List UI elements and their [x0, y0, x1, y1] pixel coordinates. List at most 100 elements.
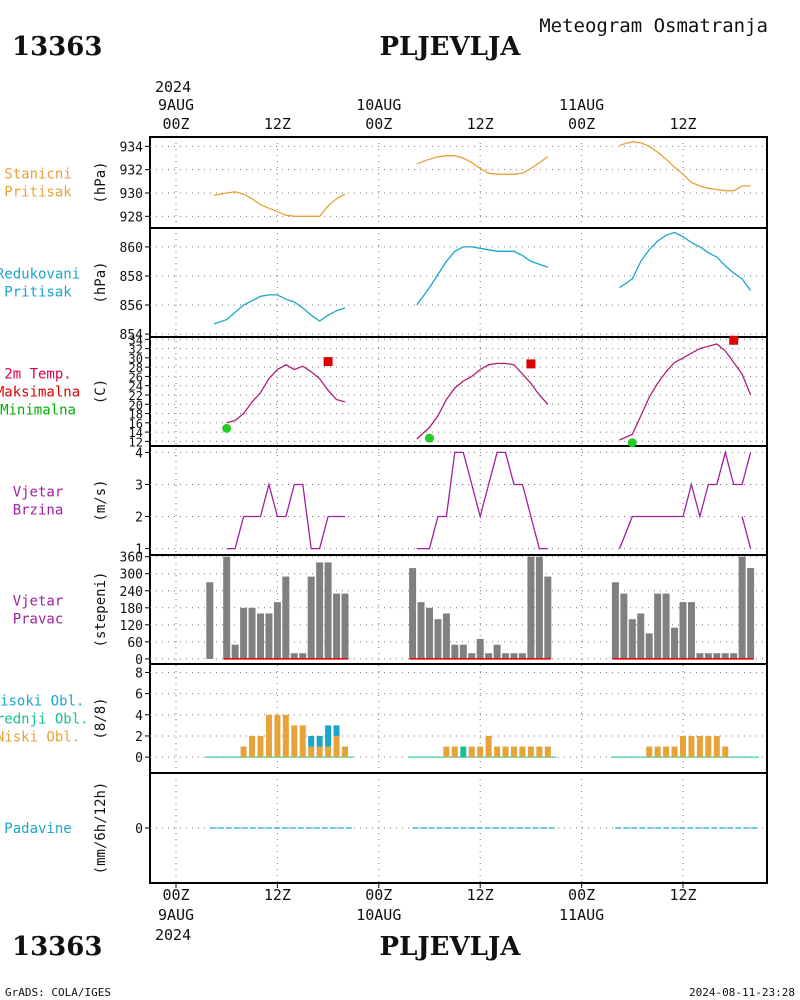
y-tick-label: 860	[120, 241, 143, 256]
y-tick-label: 856	[120, 299, 143, 314]
low-cloud-bar	[646, 746, 653, 758]
wind-direction-bar	[417, 602, 425, 659]
y-tick-label: 14	[129, 426, 143, 440]
wind-direction-bar	[662, 593, 670, 659]
wind-direction-bar	[324, 562, 332, 659]
wind-speed-line	[741, 516, 752, 549]
wind-direction-bar	[485, 653, 493, 659]
min-temp-marker	[627, 438, 637, 448]
y-tick-label: 3	[135, 478, 143, 493]
low-cloud-bar	[291, 725, 298, 758]
wind-direction-bar	[696, 653, 704, 659]
wind-direction-bar	[282, 576, 290, 659]
low-cloud-bar	[316, 746, 323, 758]
y-axis-unit: (hPa)	[93, 261, 109, 303]
time-label-top: 00Z	[568, 115, 595, 133]
y-axis-unit: (hPa)	[93, 161, 109, 203]
station-pressure-line	[416, 155, 549, 175]
date-label-top: 10AUG	[356, 96, 401, 114]
time-label-bottom: 00Z	[365, 886, 392, 904]
y-tick-label: 2	[135, 730, 143, 745]
wind-direction-bar	[645, 633, 653, 659]
low-cloud-bar	[308, 746, 315, 758]
y-tick-label: 18	[129, 408, 143, 422]
grads-credit: GrADS: COLA/IGES	[5, 986, 111, 999]
wind-direction-bar	[704, 653, 712, 659]
wind-direction-bar	[426, 607, 433, 659]
y-tick-label: 22	[129, 389, 143, 403]
max-temp-marker	[323, 357, 333, 367]
min-temp-marker	[425, 433, 434, 443]
time-label-bottom: 12Z	[467, 886, 494, 904]
station-name-bottom: PLJEVLJA	[380, 932, 522, 962]
y-tick-label: 240	[120, 585, 143, 600]
date-label-bottom: 10AUG	[356, 906, 401, 924]
max-temp-marker	[526, 359, 536, 369]
wind-direction-bar	[248, 607, 256, 659]
y-tick-label: 0	[135, 653, 143, 668]
low-cloud-bar	[274, 714, 281, 758]
panel-label: Pritisak	[4, 285, 72, 301]
high-cloud-bar	[325, 725, 332, 747]
date-label-top: 11AUG	[559, 96, 604, 114]
low-cloud-bar	[257, 735, 264, 758]
panel-label: Brzina	[13, 503, 64, 519]
y-tick-label: 932	[120, 164, 143, 179]
time-label-top: 12Z	[264, 115, 291, 133]
wind-direction-bar	[721, 653, 729, 659]
y-tick-label: 858	[120, 270, 143, 285]
high-cloud-bar	[316, 735, 323, 747]
panel-label: Maksimalna	[0, 385, 80, 401]
wind-direction-bar	[544, 576, 552, 659]
wind-direction-bar	[687, 602, 695, 659]
wind-direction-bar	[434, 619, 442, 659]
low-cloud-bar	[299, 725, 306, 758]
low-cloud-bar	[688, 735, 695, 758]
wind-direction-bar	[265, 613, 273, 659]
low-cloud-bar	[443, 746, 450, 758]
wind-direction-bar	[307, 576, 315, 659]
panel-label: Pravac	[13, 612, 64, 628]
wind-direction-bar	[747, 568, 755, 659]
wind-direction-bar	[290, 653, 298, 659]
station-id-top: 13363	[12, 32, 102, 62]
y-tick-label: 6	[135, 688, 143, 703]
y-tick-label: 120	[120, 619, 143, 634]
wind-direction-bar	[502, 653, 510, 659]
panel-label: Stanicni	[4, 167, 71, 183]
low-cloud-bar	[722, 746, 729, 758]
wind-direction-bar	[240, 607, 248, 659]
panel-label: Vjetar	[13, 594, 64, 610]
low-cloud-bar	[265, 714, 272, 758]
y-tick-label: 854	[120, 328, 144, 343]
date-label-bottom: 9AUG	[158, 906, 194, 924]
low-cloud-bar	[671, 746, 678, 758]
wind-direction-bar	[333, 593, 341, 659]
wind-direction-bar	[671, 627, 679, 659]
low-cloud-bar	[536, 746, 543, 758]
low-cloud-bar	[527, 746, 534, 758]
mid-cloud-bar	[460, 746, 467, 758]
min-temp-marker	[222, 423, 232, 433]
panel-frame-wind_speed	[149, 445, 768, 556]
low-cloud-bar	[680, 735, 686, 758]
time-label-top: 12Z	[467, 115, 494, 133]
reduced-pressure-line	[213, 294, 346, 325]
wind-direction-bar	[451, 644, 459, 659]
panel-frame-reduced_pressure	[149, 227, 768, 338]
bottom-year: 2024	[155, 926, 191, 944]
date-label-bottom: 11AUG	[559, 906, 604, 924]
low-cloud-bar	[342, 746, 348, 758]
y-tick-label: 12	[129, 435, 143, 449]
wind-direction-bar	[637, 613, 645, 659]
product-title: Meteogram Osmatranja	[539, 15, 768, 37]
max-temp-marker	[729, 335, 739, 345]
y-tick-label: 180	[120, 602, 143, 617]
panel-frame-station_pressure	[149, 136, 768, 229]
wind-direction-bar	[468, 653, 476, 659]
panel-label: Pritisak	[4, 185, 72, 201]
y-axis-unit: (m/s)	[93, 479, 109, 521]
time-label-top: 12Z	[669, 115, 696, 133]
low-cloud-bar	[705, 735, 712, 758]
